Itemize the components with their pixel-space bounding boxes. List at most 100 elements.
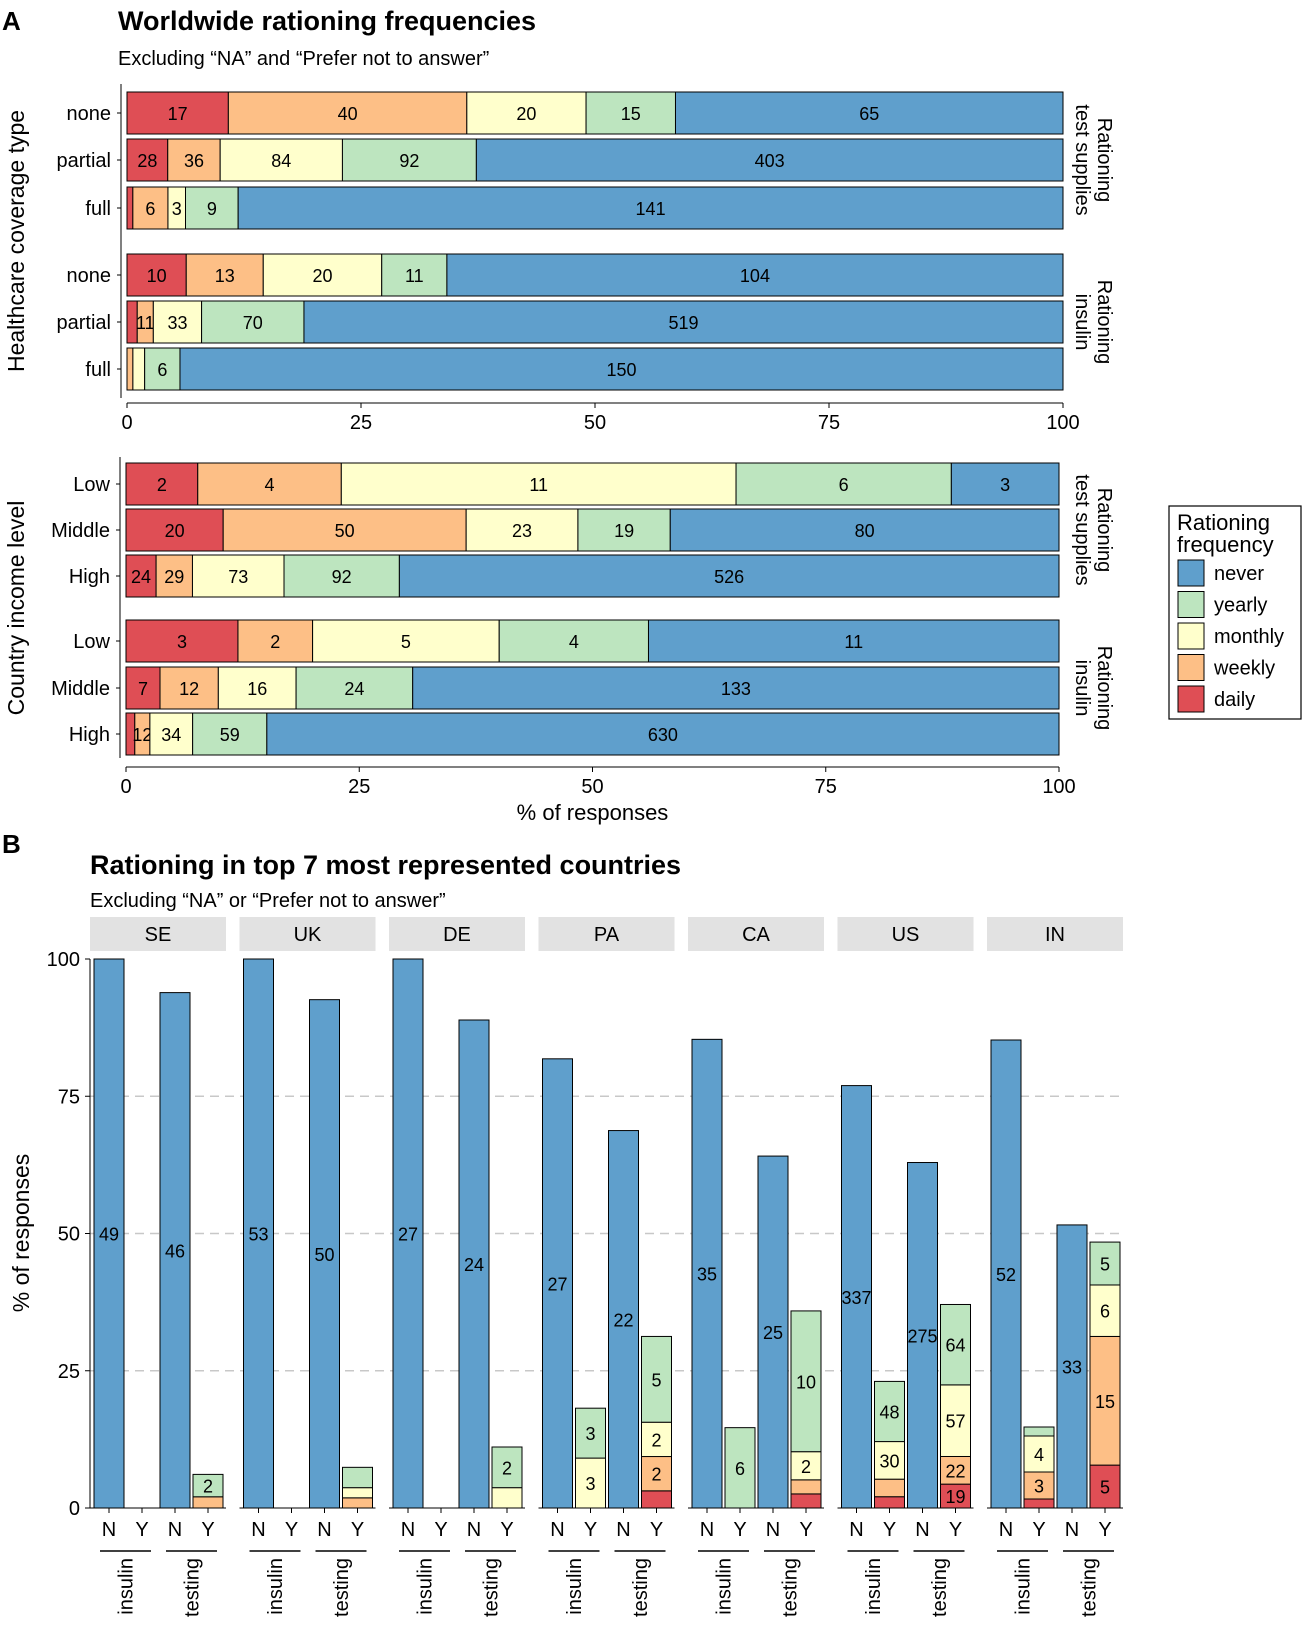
- legend-swatch-never: [1177, 559, 1205, 587]
- x-tick-label: 100: [1046, 412, 1079, 434]
- bar-daily: [641, 1490, 672, 1509]
- facet-strip: [239, 917, 376, 951]
- x-bar-label: N: [700, 1519, 714, 1541]
- x-bar-label: Y: [650, 1519, 663, 1541]
- x-group-label: insulin: [1013, 1558, 1035, 1615]
- x-tick-label: 25: [350, 412, 372, 434]
- x-tick-label: 75: [815, 776, 837, 798]
- bar-daily: [790, 1493, 822, 1509]
- data-label-daily: 20: [165, 521, 185, 541]
- data-label-weekly: 6: [145, 199, 155, 219]
- category-label: none: [67, 265, 112, 287]
- data-label-yearly: 19: [614, 521, 634, 541]
- legend-label-monthly: monthly: [1214, 626, 1284, 648]
- data-label-weekly: 36: [184, 151, 204, 171]
- y-tick-label: 25: [58, 1361, 80, 1383]
- bar-monthly: [874, 1441, 905, 1480]
- x-bar-label: Y: [135, 1519, 148, 1541]
- facet-strip-label: Rationinginsulin: [1071, 646, 1115, 731]
- facet-strip: [538, 917, 675, 951]
- x-bar-label: N: [915, 1519, 929, 1541]
- bar-never: [841, 1085, 872, 1509]
- data-label-daily: 3: [177, 632, 187, 652]
- bar-yearly: [1023, 1426, 1055, 1437]
- bar-monthly: [491, 1487, 523, 1509]
- bar-never: [446, 253, 1064, 297]
- data-label-yearly: 2: [502, 1458, 512, 1478]
- bar-yearly: [577, 508, 671, 552]
- legend-label-weekly: weekly: [1213, 658, 1275, 680]
- chart-a-subtitle: Excluding “NA” and “Prefer not to answer…: [118, 48, 489, 70]
- x-bar-label: Y: [584, 1519, 597, 1541]
- x-bar-label: N: [401, 1519, 415, 1541]
- data-label-monthly: 57: [945, 1412, 965, 1432]
- category-label: High: [69, 566, 110, 588]
- data-label-yearly: 15: [621, 104, 641, 124]
- bar-weekly: [126, 347, 134, 391]
- data-label-never: 25: [763, 1323, 783, 1343]
- data-label-monthly: 33: [167, 313, 187, 333]
- x-bar-label: Y: [500, 1519, 513, 1541]
- data-label-daily: 10: [147, 266, 167, 286]
- x-tick-label: 50: [584, 412, 606, 434]
- bar-monthly: [940, 1384, 971, 1457]
- data-label-yearly: 9: [207, 199, 217, 219]
- x-group-label: testing: [331, 1558, 353, 1617]
- bar-never: [1056, 1224, 1088, 1509]
- category-label: High: [69, 724, 110, 746]
- data-label-never: 133: [721, 679, 751, 699]
- data-label-yearly: 6: [839, 475, 849, 495]
- bar-weekly: [222, 508, 467, 552]
- x-group-label: insulin: [714, 1558, 736, 1615]
- x-bar-label: N: [102, 1519, 116, 1541]
- data-label-yearly: 11: [405, 266, 424, 286]
- data-label-never: 22: [613, 1310, 633, 1330]
- data-label-daily: 19: [945, 1487, 965, 1507]
- facet-strip-label: SE: [145, 924, 172, 946]
- bar-monthly: [149, 712, 194, 756]
- data-label-never: 24: [464, 1255, 484, 1275]
- data-label-weekly: 3: [1034, 1477, 1044, 1497]
- data-label-never: 27: [398, 1225, 418, 1245]
- data-label-weekly: 22: [945, 1461, 965, 1481]
- bar-yearly: [940, 1303, 971, 1386]
- bar-yearly: [144, 347, 181, 391]
- y-tick-label: 50: [58, 1224, 80, 1246]
- data-label-monthly: 30: [879, 1451, 899, 1471]
- category-label: full: [85, 198, 111, 220]
- bar-weekly: [132, 186, 169, 230]
- bar-yearly: [341, 138, 477, 182]
- data-label-yearly: 48: [879, 1402, 899, 1422]
- bar-never: [757, 1155, 789, 1509]
- x-bar-label: N: [317, 1519, 331, 1541]
- facet-strip-line1: Rationing: [1093, 118, 1115, 203]
- bar-never: [243, 958, 274, 1509]
- bar-weekly: [159, 666, 219, 710]
- facet-strip-label: IN: [1045, 924, 1065, 946]
- data-label-never: 526: [714, 567, 744, 587]
- facet-strip-label: UK: [294, 924, 322, 946]
- x-tick-label: 50: [581, 776, 603, 798]
- x-tick-label: 75: [818, 412, 840, 434]
- y-tick-label: 0: [69, 1498, 80, 1520]
- x-tick-label: 0: [121, 412, 132, 434]
- bar-weekly: [940, 1455, 971, 1485]
- x-tick-label: 0: [120, 776, 131, 798]
- data-label-never: 35: [697, 1265, 717, 1285]
- facet-strip-label: Rationingtest supplies: [1071, 474, 1115, 585]
- data-label-monthly: 2: [651, 1430, 661, 1450]
- data-label-weekly: 50: [335, 521, 355, 541]
- x-bar-label: N: [251, 1519, 265, 1541]
- data-label-never: 11: [844, 632, 863, 652]
- bar-yearly: [491, 1446, 523, 1489]
- x-bar-label: Y: [434, 1519, 447, 1541]
- bar-never: [542, 1058, 573, 1509]
- facet-strip-label: DE: [443, 924, 471, 946]
- bar-weekly: [1023, 1471, 1055, 1500]
- data-label-never: 33: [1062, 1357, 1082, 1377]
- data-label-never: 50: [314, 1245, 334, 1265]
- facet-strip-line1: Rationing: [1093, 488, 1115, 573]
- data-label-yearly: 4: [569, 632, 579, 652]
- data-label-daily: 5: [1100, 1478, 1110, 1498]
